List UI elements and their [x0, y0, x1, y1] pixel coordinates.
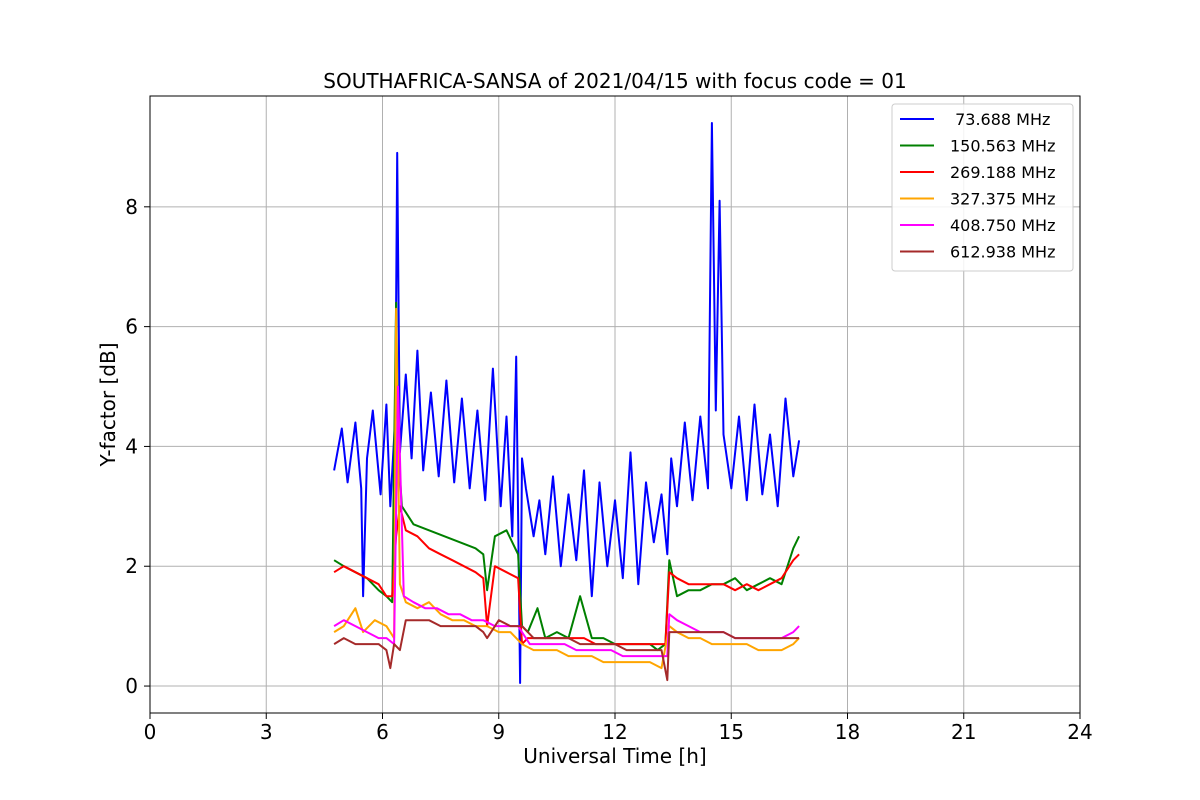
chart-title: SOUTHAFRICA-SANSA of 2021/04/15 with foc… — [323, 69, 907, 93]
x-tick-label: 18 — [835, 720, 860, 744]
series-layer — [333, 122, 801, 684]
x-tick-label: 9 — [492, 720, 505, 744]
x-tick-label: 24 — [1067, 720, 1092, 744]
x-tick-label: 15 — [719, 720, 744, 744]
y-tick-label: 6 — [125, 315, 138, 339]
y-tick-label: 2 — [125, 554, 138, 578]
y-tick-label: 8 — [125, 195, 138, 219]
legend-label: 73.688 MHz — [950, 110, 1050, 129]
y-axis-label: Y-factor [dB] — [96, 342, 120, 467]
x-tick-label: 0 — [144, 720, 157, 744]
x-axis-label: Universal Time [h] — [523, 744, 706, 768]
series-line-6 — [333, 619, 800, 682]
x-tick-label: 21 — [951, 720, 976, 744]
y-tick-label: 0 — [125, 674, 138, 698]
legend-label: 327.375 MHz — [950, 190, 1055, 209]
legend-box — [891, 103, 1074, 272]
legend-label: 269.188 MHz — [950, 163, 1055, 182]
x-tick-label: 12 — [602, 720, 627, 744]
legend: 73.688 MHz 150.563 MHz 269.188 MHz 327.375 … — [891, 103, 1074, 272]
y-tick-label: 4 — [125, 434, 138, 458]
x-tick-label: 3 — [260, 720, 273, 744]
legend-label: 612.938 MHz — [950, 243, 1055, 262]
x-tick-label: 6 — [376, 720, 389, 744]
legend-label: 408.750 MHz — [950, 216, 1055, 235]
series-line-1 — [333, 122, 801, 684]
legend-label: 150.563 MHz — [950, 137, 1055, 156]
